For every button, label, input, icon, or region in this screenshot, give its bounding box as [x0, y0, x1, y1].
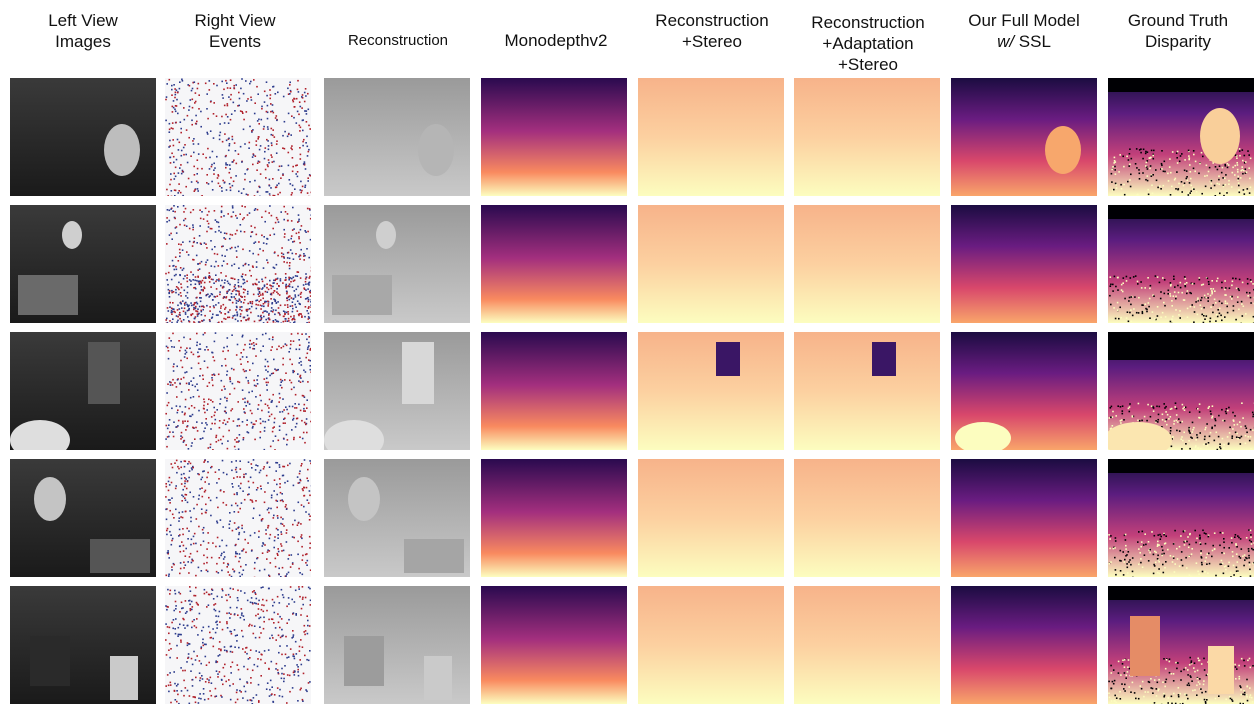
tile-ours-row-3	[951, 332, 1097, 450]
header-line: Reconstruction	[347, 32, 449, 49]
header-line: Right View	[194, 11, 276, 30]
tile-gt-row-2	[1108, 205, 1254, 323]
tile-left-row-4	[10, 459, 156, 577]
header-line: Our Full Model	[968, 11, 1080, 30]
tile-recon-row-3	[324, 332, 470, 450]
header-line: Left View	[48, 11, 118, 30]
tile-gt-row-5	[1108, 586, 1254, 704]
tile-recon-row-4	[324, 459, 470, 577]
header-reconstruction-adaptation-stereo: Reconstruction +Adaptation +Stereo	[788, 12, 948, 75]
tile-left-row-1	[10, 78, 156, 196]
tile-recon_adapt_stereo-row-2	[794, 205, 940, 323]
header-line: +Stereo	[837, 55, 898, 74]
tile-recon_stereo-row-4	[638, 459, 784, 577]
header-line: +Adaptation	[822, 34, 914, 53]
header-monodepthv2: Monodepthv2	[476, 30, 636, 51]
tile-ours-row-4	[951, 459, 1097, 577]
header-line: w/ SSL	[944, 31, 1104, 52]
header-our-full-model: Our Full Model w/ SSL	[944, 10, 1104, 52]
header-italic-with: w/	[997, 32, 1015, 51]
tile-recon-row-1	[324, 78, 470, 196]
tile-gt-row-3	[1108, 332, 1254, 450]
header-reconstruction: Reconstruction	[318, 30, 478, 51]
tile-recon-row-2	[324, 205, 470, 323]
header-line: Images	[55, 32, 111, 51]
header-reconstruction-stereo: Reconstruction +Stereo	[632, 10, 792, 52]
tile-events-row-5	[165, 586, 311, 704]
tile-recon_adapt_stereo-row-1	[794, 78, 940, 196]
header-right-view-events: Right View Events	[155, 10, 315, 52]
tile-left-row-2	[10, 205, 156, 323]
header-left-view-images: Left View Images	[3, 10, 163, 52]
tile-mono-row-5	[481, 586, 627, 704]
tile-events-row-1	[165, 78, 311, 196]
header-line: Reconstruction	[811, 13, 925, 32]
tile-recon_stereo-row-3	[638, 332, 784, 450]
tile-recon_stereo-row-5	[638, 586, 784, 704]
tile-mono-row-4	[481, 459, 627, 577]
tile-ours-row-1	[951, 78, 1097, 196]
tile-mono-row-1	[481, 78, 627, 196]
tile-left-row-5	[10, 586, 156, 704]
tile-events-row-3	[165, 332, 311, 450]
header-line: Monodepthv2	[504, 31, 608, 50]
tile-recon_adapt_stereo-row-5	[794, 586, 940, 704]
tile-gt-row-4	[1108, 459, 1254, 577]
header-line: Events	[209, 32, 261, 51]
tile-ours-row-5	[951, 586, 1097, 704]
tile-recon-row-5	[324, 586, 470, 704]
header-line: +Stereo	[681, 32, 742, 51]
tile-events-row-2	[165, 205, 311, 323]
header-line: Reconstruction	[655, 11, 769, 30]
tile-gt-row-1	[1108, 78, 1254, 196]
tile-left-row-3	[10, 332, 156, 450]
tile-recon_adapt_stereo-row-3	[794, 332, 940, 450]
header-line: Ground Truth	[1127, 11, 1229, 30]
tile-recon_adapt_stereo-row-4	[794, 459, 940, 577]
tile-mono-row-3	[481, 332, 627, 450]
tile-mono-row-2	[481, 205, 627, 323]
header-ssl: SSL	[1018, 32, 1051, 51]
column-headers: Left View Images Right View Events Recon…	[0, 0, 1254, 78]
tile-recon_stereo-row-1	[638, 78, 784, 196]
tile-recon_stereo-row-2	[638, 205, 784, 323]
tile-ours-row-2	[951, 205, 1097, 323]
header-line: Disparity	[1144, 32, 1212, 51]
header-ground-truth-disparity: Ground Truth Disparity	[1098, 10, 1254, 52]
tile-events-row-4	[165, 459, 311, 577]
